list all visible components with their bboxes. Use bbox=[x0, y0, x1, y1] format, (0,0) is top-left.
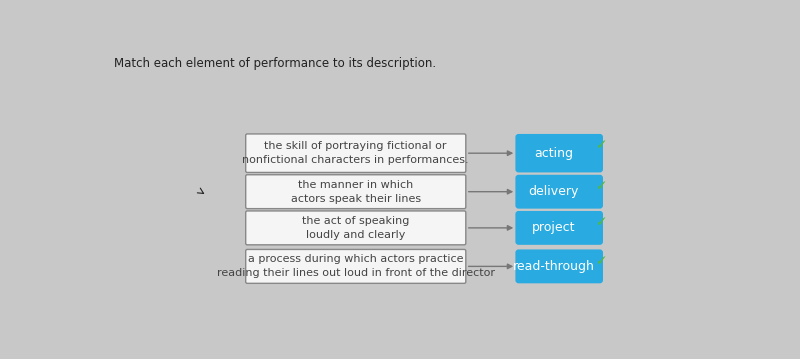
Text: ✓: ✓ bbox=[596, 180, 608, 194]
Text: acting: acting bbox=[534, 147, 574, 160]
FancyBboxPatch shape bbox=[515, 175, 603, 209]
FancyBboxPatch shape bbox=[246, 211, 466, 245]
Text: project: project bbox=[532, 222, 575, 234]
Text: ✓: ✓ bbox=[596, 215, 608, 229]
FancyBboxPatch shape bbox=[246, 175, 466, 209]
Text: the manner in which
actors speak their lines: the manner in which actors speak their l… bbox=[290, 180, 421, 204]
FancyBboxPatch shape bbox=[515, 250, 603, 283]
Text: Match each element of performance to its description.: Match each element of performance to its… bbox=[114, 57, 436, 70]
FancyBboxPatch shape bbox=[246, 250, 466, 283]
Text: the act of speaking
loudly and clearly: the act of speaking loudly and clearly bbox=[302, 216, 410, 240]
FancyBboxPatch shape bbox=[515, 211, 603, 245]
Text: the skill of portraying fictional or
nonfictional characters in performances.: the skill of portraying fictional or non… bbox=[242, 141, 469, 165]
Text: ✓: ✓ bbox=[596, 139, 608, 153]
Text: read-through: read-through bbox=[513, 260, 594, 273]
FancyBboxPatch shape bbox=[515, 134, 603, 172]
Text: delivery: delivery bbox=[529, 185, 579, 198]
Text: ✓: ✓ bbox=[596, 254, 608, 268]
Text: a process during which actors practice
reading their lines out loud in front of : a process during which actors practice r… bbox=[217, 255, 494, 278]
FancyBboxPatch shape bbox=[246, 134, 466, 172]
